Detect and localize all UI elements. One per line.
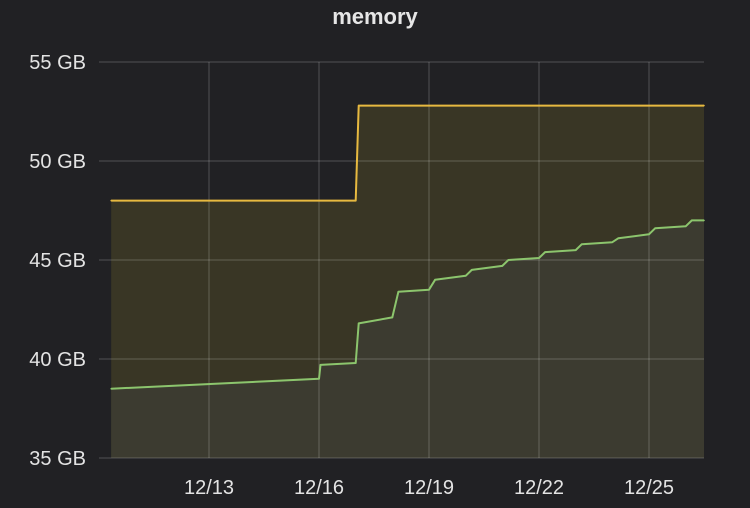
series-1-point: [428, 288, 430, 291]
series-1-point: [574, 249, 577, 251]
series-1-point: [354, 362, 357, 364]
series-1-point: [110, 387, 113, 390]
y-tick-label: 35 GB: [29, 448, 86, 470]
y-tick-label: 40 GB: [29, 349, 86, 371]
series-1-point: [580, 243, 583, 245]
series-0-point: [357, 104, 360, 107]
series-1-point: [703, 219, 705, 222]
series-1-point: [434, 279, 436, 281]
series-1-line: [111, 219, 704, 390]
series-0-line: [111, 104, 704, 202]
x-tick-label: 12/13: [184, 477, 234, 499]
x-tick-label: 12/19: [404, 477, 454, 499]
series-1-point: [318, 378, 320, 380]
x-tick-label: 12/22: [514, 477, 564, 499]
series-1-point: [654, 227, 656, 230]
panel-title[interactable]: memory: [332, 4, 418, 29]
series-0-point: [703, 104, 705, 107]
x-tick-label: 12/16: [294, 477, 344, 499]
series-1-point: [357, 322, 360, 325]
y-tick-label: 50 GB: [29, 151, 86, 173]
series-1-point: [684, 225, 687, 228]
series-1-point: [617, 237, 620, 240]
series-1-point: [501, 265, 504, 267]
y-tick-label: 55 GB: [29, 52, 86, 74]
series-1-area: [111, 220, 704, 458]
series-1-point: [690, 219, 693, 222]
series-1-point: [648, 233, 650, 236]
series-0-point: [354, 199, 357, 202]
series-1-point: [470, 269, 473, 271]
series-1-point: [397, 290, 400, 293]
series-1-point: [464, 275, 467, 277]
series-1-point: [544, 251, 546, 253]
series-1-point: [507, 259, 510, 261]
series-1-point: [319, 364, 322, 366]
series-1-point: [611, 241, 614, 243]
series-0-point: [110, 199, 113, 202]
y-tick-label: 45 GB: [29, 250, 86, 272]
series-1-point: [538, 257, 540, 259]
x-tick-label: 12/25: [624, 477, 674, 499]
series-1-point: [391, 316, 394, 319]
